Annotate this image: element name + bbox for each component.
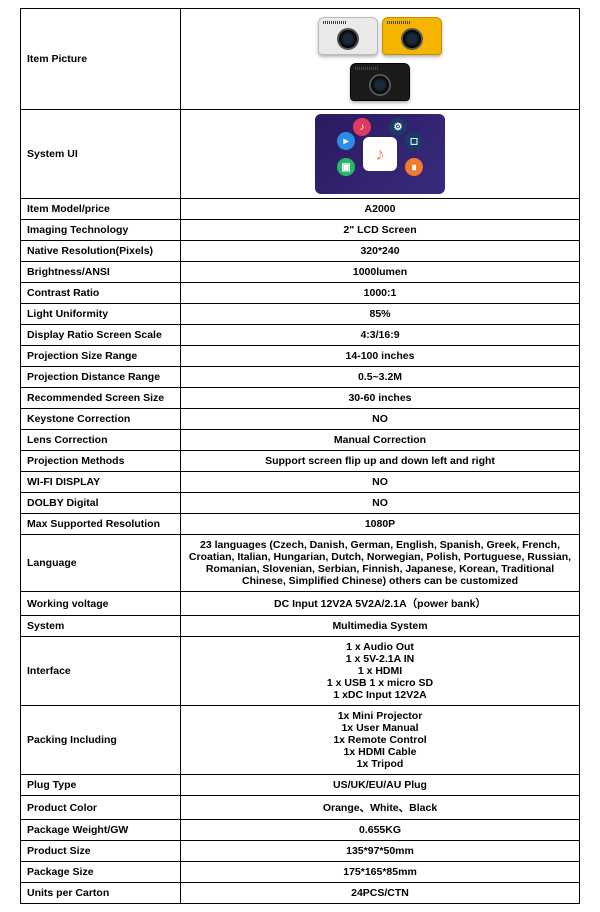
spec-value: 0.655KG — [181, 820, 580, 841]
table-row: Projection Size Range14-100 inches — [21, 346, 580, 367]
spec-label: Projection Methods — [21, 451, 181, 472]
table-row: Imaging Technology2" LCD Screen — [21, 220, 580, 241]
spec-value: US/UK/EU/AU Plug — [181, 775, 580, 796]
spec-label: Item Model/price — [21, 199, 181, 220]
item-picture — [187, 13, 573, 105]
table-row: System UI ♪ ⚙ ▸ ▣ ◻ ∎ — [21, 110, 580, 199]
spec-value: 14-100 inches — [181, 346, 580, 367]
spec-value: 320*240 — [181, 241, 580, 262]
spec-label: DOLBY Digital — [21, 493, 181, 514]
spec-label: Package Weight/GW — [21, 820, 181, 841]
spec-value: ♪ ⚙ ▸ ▣ ◻ ∎ — [181, 110, 580, 199]
image-icon: ▣ — [337, 158, 355, 176]
projector-yellow-icon — [382, 17, 442, 55]
spec-label: Package Size — [21, 862, 181, 883]
table-row: Projection MethodsSupport screen flip up… — [21, 451, 580, 472]
spec-label: Language — [21, 535, 181, 592]
spec-value: Multimedia System — [181, 616, 580, 637]
spec-label: Units per Carton — [21, 883, 181, 904]
spec-label: Lens Correction — [21, 430, 181, 451]
table-row: Light Uniformity85% — [21, 304, 580, 325]
spec-value: 1080P — [181, 514, 580, 535]
spec-value: 30-60 inches — [181, 388, 580, 409]
spec-value — [181, 9, 580, 110]
spec-label: Imaging Technology — [21, 220, 181, 241]
table-row: Brightness/ANSI1000lumen — [21, 262, 580, 283]
spec-label: System UI — [21, 110, 181, 199]
spec-label: Native Resolution(Pixels) — [21, 241, 181, 262]
spec-table: Item Picture System UI ♪ ⚙ ▸ ▣ ◻ ∎ Item … — [20, 8, 580, 904]
spec-value: 0.5~3.2M — [181, 367, 580, 388]
table-row: Max Supported Resolution1080P — [21, 514, 580, 535]
spec-label: Max Supported Resolution — [21, 514, 181, 535]
table-row: Lens CorrectionManual Correction — [21, 430, 580, 451]
folder-icon: ∎ — [405, 158, 423, 176]
projector-white-icon — [318, 17, 378, 55]
spec-value: Manual Correction — [181, 430, 580, 451]
spec-value: NO — [181, 472, 580, 493]
spec-value: 24PCS/CTN — [181, 883, 580, 904]
table-row: Recommended Screen Size30-60 inches — [21, 388, 580, 409]
table-row: Interface1 x Audio Out 1 x 5V-2.1A IN 1 … — [21, 637, 580, 706]
table-row: Projection Distance Range0.5~3.2M — [21, 367, 580, 388]
spec-value: 1x Mini Projector 1x User Manual 1x Remo… — [181, 706, 580, 775]
spec-value: 85% — [181, 304, 580, 325]
table-row: Product Size135*97*50mm — [21, 841, 580, 862]
spec-value: DC Input 12V2A 5V2A/2.1A（power bank） — [181, 592, 580, 616]
spec-label: Light Uniformity — [21, 304, 181, 325]
spec-label: Projection Distance Range — [21, 367, 181, 388]
spec-label: Packing Including — [21, 706, 181, 775]
table-row: SystemMultimedia System — [21, 616, 580, 637]
spec-value: NO — [181, 409, 580, 430]
spec-value: 135*97*50mm — [181, 841, 580, 862]
spec-value: 1 x Audio Out 1 x 5V-2.1A IN 1 x HDMI 1 … — [181, 637, 580, 706]
spec-label: System — [21, 616, 181, 637]
table-row: Package Size175*165*85mm — [21, 862, 580, 883]
projector-black-icon — [350, 63, 410, 101]
table-row: Native Resolution(Pixels)320*240 — [21, 241, 580, 262]
table-row: Working voltageDC Input 12V2A 5V2A/2.1A（… — [21, 592, 580, 616]
table-row: Contrast Ratio1000:1 — [21, 283, 580, 304]
spec-value: Orange、White、Black — [181, 796, 580, 820]
table-row: Packing Including1x Mini Projector 1x Us… — [21, 706, 580, 775]
spec-label: Contrast Ratio — [21, 283, 181, 304]
spec-label: Keystone Correction — [21, 409, 181, 430]
spec-label: Interface — [21, 637, 181, 706]
table-row: DOLBY DigitalNO — [21, 493, 580, 514]
music-icon: ♪ — [353, 118, 371, 136]
spec-label: WI-FI DISPLAY — [21, 472, 181, 493]
spec-label: Display Ratio Screen Scale — [21, 325, 181, 346]
spec-value: A2000 — [181, 199, 580, 220]
spec-label: Plug Type — [21, 775, 181, 796]
table-row: Product ColorOrange、White、Black — [21, 796, 580, 820]
spec-label: Product Size — [21, 841, 181, 862]
table-row: WI-FI DISPLAYNO — [21, 472, 580, 493]
settings-icon: ⚙ — [389, 118, 407, 136]
table-row: Keystone CorrectionNO — [21, 409, 580, 430]
spec-label: Product Color — [21, 796, 181, 820]
spec-label: Projection Size Range — [21, 346, 181, 367]
spec-value: 1000lumen — [181, 262, 580, 283]
table-row: Plug TypeUS/UK/EU/AU Plug — [21, 775, 580, 796]
spec-value: 2" LCD Screen — [181, 220, 580, 241]
spec-value: 23 languages (Czech, Danish, German, Eng… — [181, 535, 580, 592]
table-row: Item Picture — [21, 9, 580, 110]
table-row: Display Ratio Screen Scale4:3/16:9 — [21, 325, 580, 346]
table-row: Item Model/priceA2000 — [21, 199, 580, 220]
spec-value: NO — [181, 493, 580, 514]
main-app-tile — [363, 137, 397, 171]
spec-value: Support screen flip up and down left and… — [181, 451, 580, 472]
spec-label: Recommended Screen Size — [21, 388, 181, 409]
table-row: Units per Carton24PCS/CTN — [21, 883, 580, 904]
spec-label: Brightness/ANSI — [21, 262, 181, 283]
spec-value: 1000:1 — [181, 283, 580, 304]
spec-label: Working voltage — [21, 592, 181, 616]
system-ui-screenshot: ♪ ⚙ ▸ ▣ ◻ ∎ — [315, 114, 445, 194]
spec-value: 175*165*85mm — [181, 862, 580, 883]
table-row: Language23 languages (Czech, Danish, Ger… — [21, 535, 580, 592]
spec-label: Item Picture — [21, 9, 181, 110]
table-row: Package Weight/GW0.655KG — [21, 820, 580, 841]
spec-value: 4:3/16:9 — [181, 325, 580, 346]
